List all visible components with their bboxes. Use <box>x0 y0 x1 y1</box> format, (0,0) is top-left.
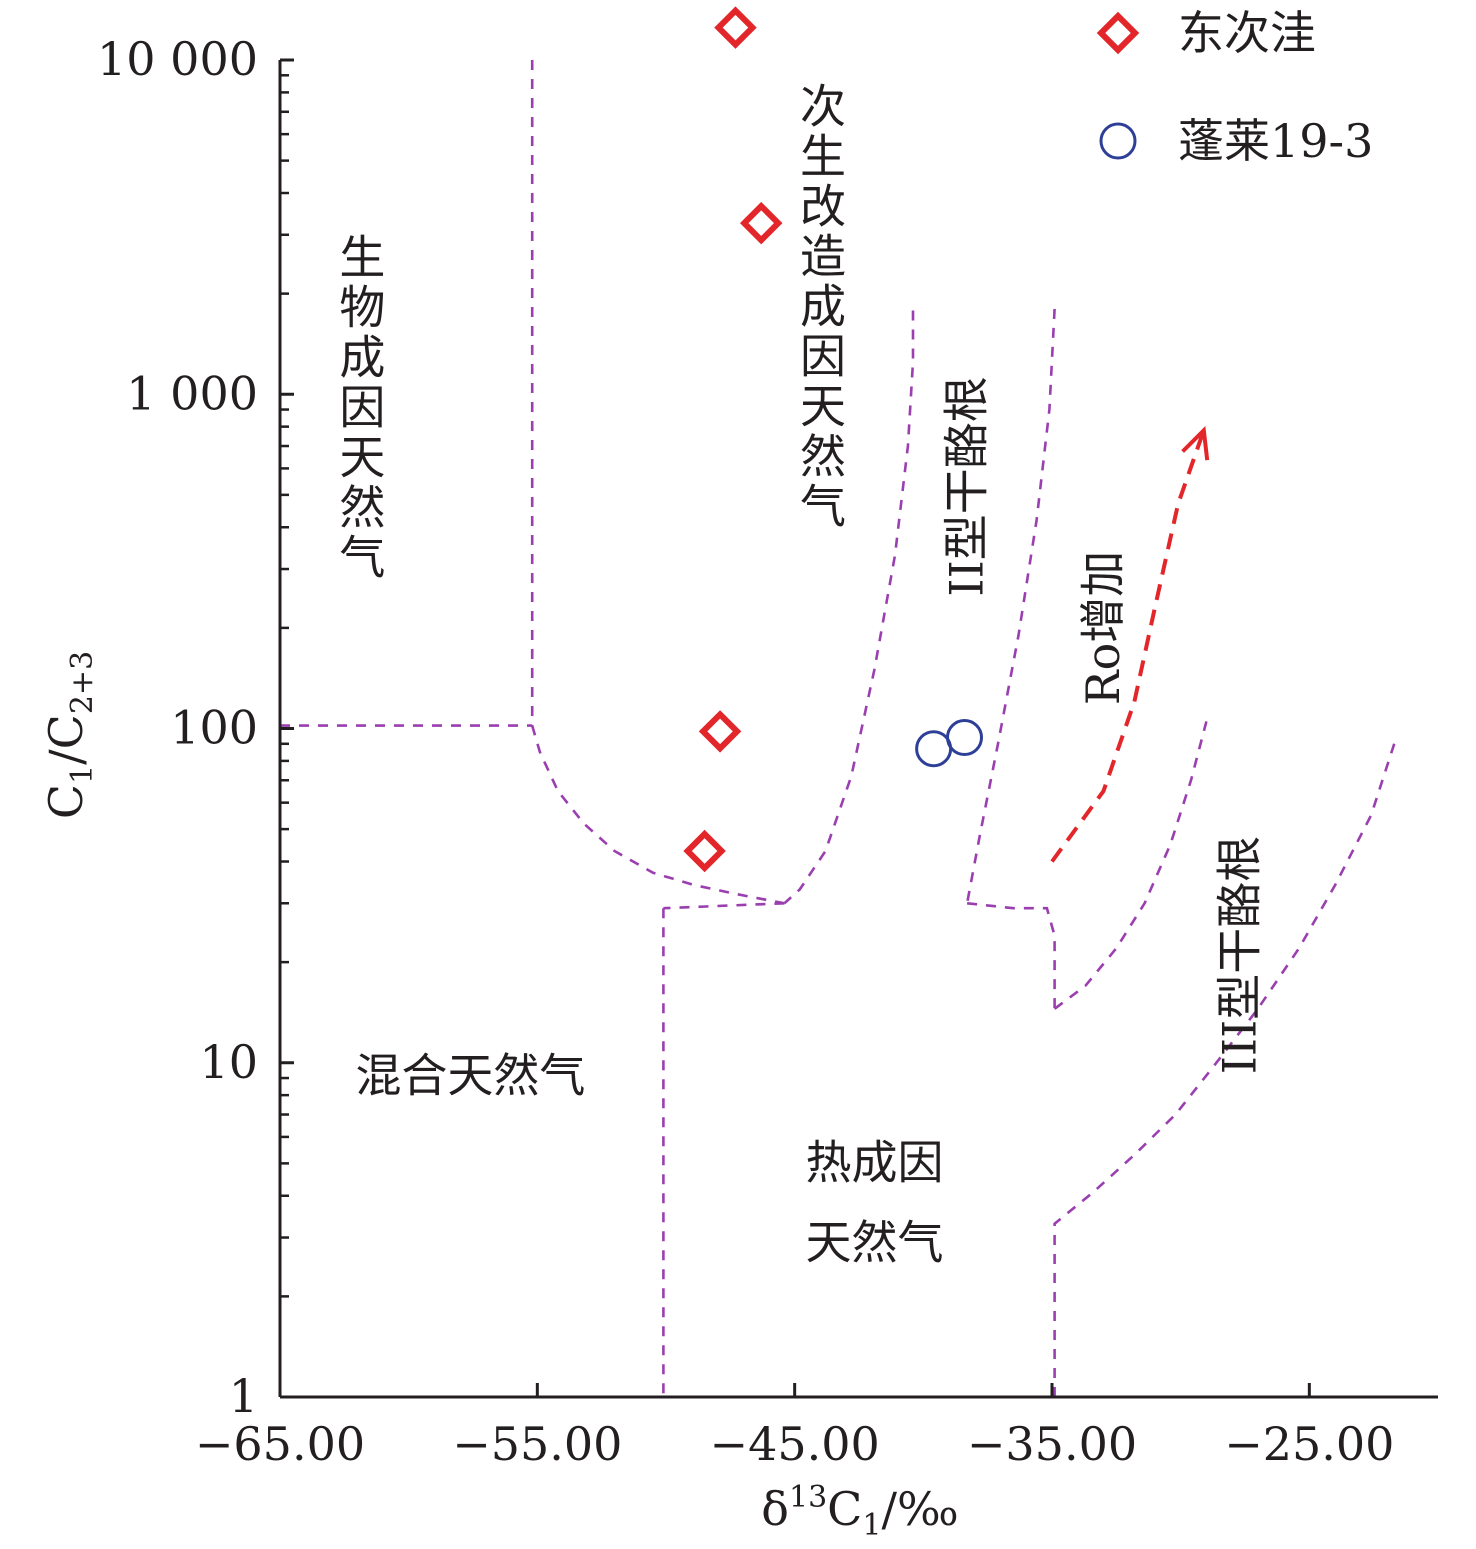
x-tick-label: −35.00 <box>967 1417 1137 1471</box>
y-tick-label: 100 <box>170 701 258 755</box>
x-tick-label: −25.00 <box>1224 1417 1394 1471</box>
data-point-diamond <box>714 6 757 49</box>
x-tick-label: −65.00 <box>195 1417 365 1471</box>
data-points <box>683 6 984 873</box>
zone-label: 次生改造成因天然气 <box>800 80 846 534</box>
zone-label: Ro增加 <box>1076 551 1130 705</box>
arrow-shaft <box>1050 429 1206 863</box>
svg-text:δ13C1/‰: δ13C1/‰ <box>761 1480 958 1543</box>
data-point-circle <box>946 718 984 756</box>
x-axis-title: δ13C1/‰ <box>761 1480 958 1543</box>
ro-increase-arrow <box>1050 425 1210 863</box>
y-axis-title: C1/C2+3 <box>39 651 100 819</box>
zone-boundary-line <box>1053 721 1208 1010</box>
legend-label: 蓬莱19-3 <box>1178 114 1373 168</box>
zone-boundary-line <box>530 725 785 905</box>
zone-labels: 生物成因天然气 次生改造成因天然气 II型干酪根 Ro增加 III型干酪根混合天然气热成… <box>339 80 1266 1270</box>
svg-text:C1/C2+3: C1/C2+3 <box>39 651 100 819</box>
data-point-diamond <box>683 829 726 873</box>
legend-label: 东次洼 <box>1178 6 1316 60</box>
legend-marker-diamond <box>1096 11 1140 55</box>
zone-label: 热成因 <box>805 1136 943 1190</box>
x-tick-label: −55.00 <box>452 1417 622 1471</box>
zone-boundary-line <box>965 308 1056 904</box>
zone-label: II型干酪根 <box>940 376 994 596</box>
axes: −65.00 −55.00 −45.00 −35.00 −25.00 1 10 100 1 00… <box>97 32 1438 1471</box>
y-tick-label: 1 000 <box>126 366 258 420</box>
y-tick-label: 10 <box>199 1035 258 1089</box>
y-tick-label: 10 000 <box>97 32 258 86</box>
zone-boundaries <box>280 60 1399 1397</box>
x-tick-label: −45.00 <box>710 1417 880 1471</box>
zone-label: 混合天然气 <box>355 1049 585 1103</box>
zone-label: III型干酪根 <box>1212 836 1266 1075</box>
zone-boundary-line <box>966 902 1056 1009</box>
y-tick-label: 1 <box>229 1369 258 1423</box>
data-point-diamond <box>698 710 742 753</box>
data-point-circle <box>915 730 953 768</box>
zone-boundary-line <box>783 310 915 905</box>
zone-label: 天然气 <box>805 1215 943 1269</box>
zone-boundary-line <box>663 902 785 910</box>
data-point-diamond <box>739 201 783 245</box>
zone-label: 生物成因天然气 <box>339 230 385 584</box>
legend-marker-circle <box>1099 122 1137 160</box>
arrow-head <box>1181 425 1210 461</box>
